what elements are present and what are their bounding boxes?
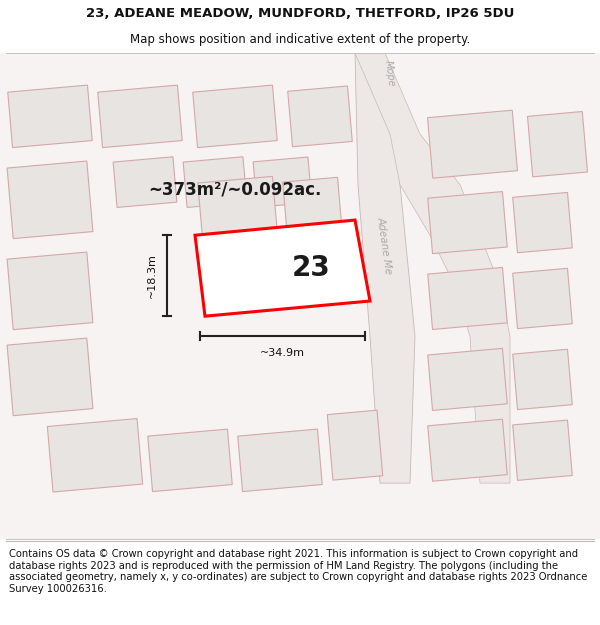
Polygon shape xyxy=(428,110,517,178)
Text: Contains OS data © Crown copyright and database right 2021. This information is : Contains OS data © Crown copyright and d… xyxy=(9,549,587,594)
Polygon shape xyxy=(513,268,572,329)
Polygon shape xyxy=(253,157,312,208)
Polygon shape xyxy=(513,192,572,253)
Polygon shape xyxy=(183,157,247,208)
Polygon shape xyxy=(527,111,587,177)
Polygon shape xyxy=(8,85,92,148)
Polygon shape xyxy=(7,338,93,416)
Polygon shape xyxy=(47,419,143,492)
Polygon shape xyxy=(288,86,352,147)
Polygon shape xyxy=(355,53,415,483)
Polygon shape xyxy=(428,192,507,254)
Polygon shape xyxy=(327,410,383,480)
Text: Mope: Mope xyxy=(383,59,397,88)
Polygon shape xyxy=(193,85,277,148)
Polygon shape xyxy=(513,420,572,481)
Polygon shape xyxy=(355,53,510,483)
Polygon shape xyxy=(195,220,370,316)
Polygon shape xyxy=(98,85,182,148)
Polygon shape xyxy=(428,419,507,481)
Text: ~373m²/~0.092ac.: ~373m²/~0.092ac. xyxy=(148,181,322,199)
Polygon shape xyxy=(428,348,507,411)
Text: 23, ADEANE MEADOW, MUNDFORD, THETFORD, IP26 5DU: 23, ADEANE MEADOW, MUNDFORD, THETFORD, I… xyxy=(86,7,514,20)
Text: Map shows position and indicative extent of the property.: Map shows position and indicative extent… xyxy=(130,33,470,46)
Polygon shape xyxy=(7,161,93,239)
Polygon shape xyxy=(283,177,342,238)
Text: 23: 23 xyxy=(292,254,331,282)
Polygon shape xyxy=(428,268,507,329)
Polygon shape xyxy=(7,252,93,329)
Polygon shape xyxy=(148,429,232,492)
Text: ~18.3m: ~18.3m xyxy=(147,253,157,298)
Polygon shape xyxy=(198,176,277,238)
Polygon shape xyxy=(513,349,572,409)
Polygon shape xyxy=(238,429,322,492)
Text: ~34.9m: ~34.9m xyxy=(260,348,305,358)
Text: Adeane Me: Adeane Me xyxy=(376,216,394,275)
Polygon shape xyxy=(113,157,177,208)
